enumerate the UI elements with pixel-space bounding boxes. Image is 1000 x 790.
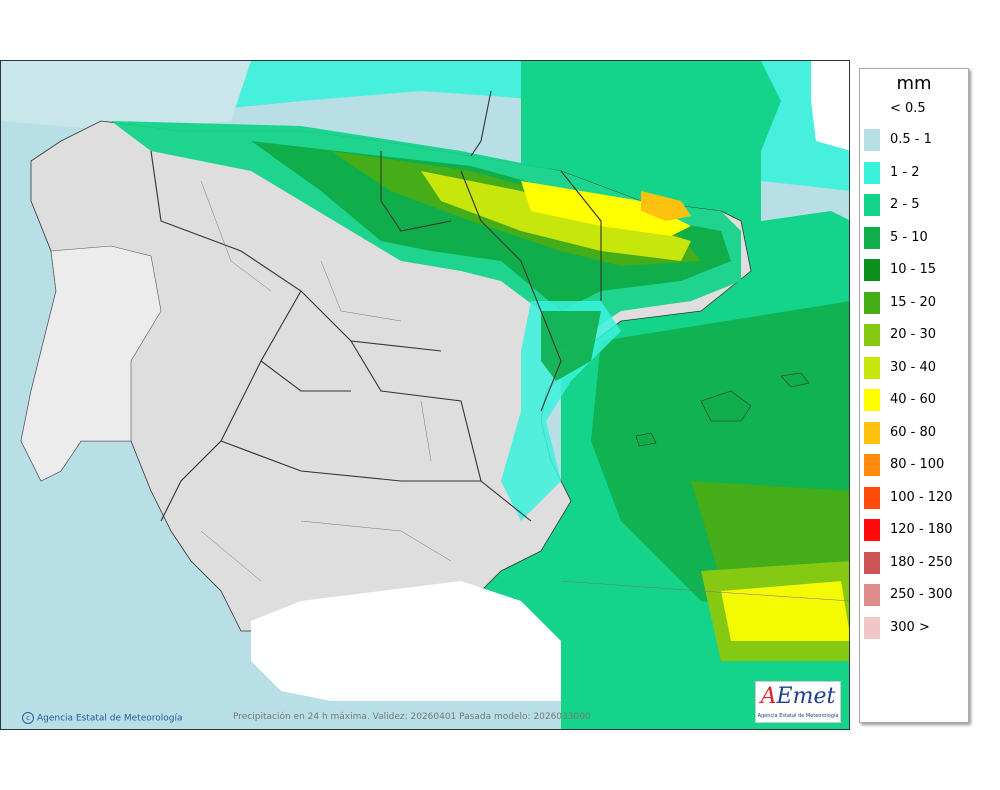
- legend-unit: mm: [896, 73, 932, 94]
- legend-label: 80 - 100: [890, 457, 945, 472]
- legend-class: 30 - 40: [864, 356, 968, 381]
- legend-class: 2 - 5: [864, 194, 968, 218]
- legend-swatch: [864, 226, 880, 249]
- legend-under-label: < 0.5: [890, 101, 926, 116]
- legend: mm < 0.5 0.5 - 1 1 - 2 2 - 5 5 - 10 10 - 15 1…: [859, 68, 969, 723]
- aemet-logo: AEmet Agencia Estatal de Meteorología: [755, 681, 841, 723]
- legend-label: 40 - 60: [890, 392, 937, 407]
- legend-class: 100 - 120: [864, 486, 968, 511]
- legend-class: 10 - 15: [864, 259, 968, 283]
- legend-swatch: [864, 259, 880, 281]
- logo-wordmark: AEmet: [756, 684, 840, 709]
- precip-band-east: [691, 481, 849, 581]
- legend-swatch: [864, 356, 880, 379]
- legend-label: 2 - 5: [890, 197, 920, 212]
- legend-swatch: [864, 454, 880, 476]
- legend-swatch: [864, 616, 880, 639]
- legend-label: 60 - 80: [890, 424, 937, 440]
- legend-class: 20 - 30: [864, 324, 968, 348]
- legend-label: 15 - 20: [890, 294, 937, 310]
- legend-label: 120 - 180: [890, 522, 953, 537]
- logo-wordmark-first: A: [760, 684, 777, 709]
- precip-max-southeast: [721, 581, 849, 641]
- north-africa: [251, 581, 561, 701]
- mallorca: [700, 390, 752, 422]
- legend-class: 300 >: [864, 616, 968, 641]
- logo-subtitle: Agencia Estatal de Meteorología: [757, 713, 839, 719]
- map-caption: Precipitación en 24 h máxima. Validez: 2…: [233, 712, 591, 722]
- precip-band-atlantic: [1, 61, 251, 131]
- legend-label: 0.5 - 1: [890, 132, 932, 147]
- legend-swatch: [864, 324, 880, 346]
- precip-pyrenees-peak: [641, 191, 691, 221]
- legend-swatch: [864, 551, 880, 574]
- legend-class: 60 - 80: [864, 421, 968, 446]
- legend-label: 20 - 30: [890, 327, 937, 342]
- map-canvas: [1, 61, 849, 729]
- legend-swatch: [864, 389, 880, 411]
- precip-ebro: [541, 311, 601, 381]
- legend-class: 250 - 300: [864, 584, 968, 608]
- legend-swatch: [864, 519, 880, 541]
- legend-label: 100 - 120: [890, 489, 953, 505]
- legend-swatch: [864, 486, 880, 509]
- legend-class: 1 - 2: [864, 161, 968, 186]
- legend-class: 5 - 10: [864, 226, 968, 251]
- legend-label: 30 - 40: [890, 359, 937, 375]
- legend-swatch: [864, 291, 880, 314]
- legend-label: 180 - 250: [890, 554, 953, 570]
- legend-label: 10 - 15: [890, 262, 937, 277]
- france-land: [811, 61, 849, 151]
- credit: c Agencia Estatal de Meteorología: [22, 712, 183, 724]
- portugal-land: [20, 245, 162, 482]
- legend-swatch: [864, 421, 880, 444]
- copyright-icon: c: [22, 712, 34, 724]
- ibiza: [635, 432, 657, 447]
- province-boundaries: [200, 180, 849, 602]
- legend-swatch: [864, 161, 880, 184]
- legend-label: 300 >: [890, 619, 930, 635]
- legend-label: 1 - 2: [890, 164, 920, 180]
- logo-wordmark-rest: Emet: [776, 684, 836, 709]
- menorca: [780, 372, 810, 388]
- legend-swatch: [864, 584, 880, 606]
- region-boundaries: [150, 90, 602, 522]
- credit-text: Agencia Estatal de Meteorología: [37, 713, 183, 724]
- legend-swatch: [864, 194, 880, 216]
- precipitation-map: [0, 60, 850, 730]
- legend-class: 180 - 250: [864, 551, 968, 576]
- legend-class: 120 - 180: [864, 519, 968, 543]
- legend-label: 250 - 300: [890, 587, 953, 602]
- legend-class: 40 - 60: [864, 389, 968, 413]
- legend-class: 0.5 - 1: [864, 129, 968, 153]
- legend-class: 80 - 100: [864, 454, 968, 478]
- legend-swatch: [864, 129, 880, 151]
- legend-class: 15 - 20: [864, 291, 968, 316]
- legend-label: 5 - 10: [890, 229, 928, 245]
- precip-pyrenees-max: [521, 181, 691, 236]
